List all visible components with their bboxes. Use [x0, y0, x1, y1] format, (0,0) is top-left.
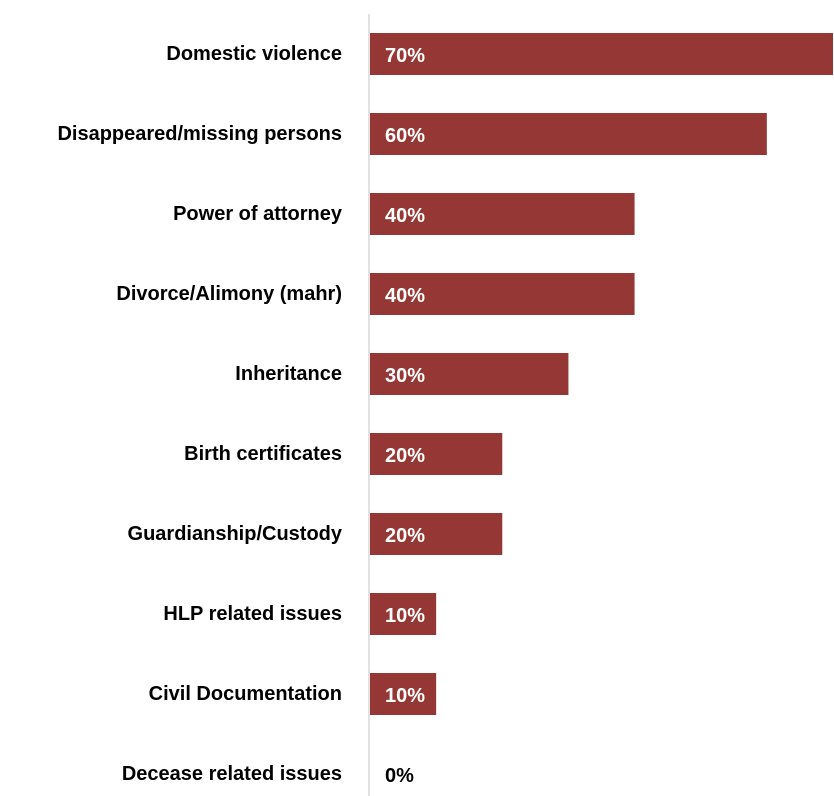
category-label: Birth certificates: [184, 443, 342, 465]
bar: [370, 33, 833, 75]
category-label: Disappeared/missing persons: [57, 123, 342, 145]
category-label: Inheritance: [235, 363, 342, 385]
category-label: Power of attorney: [173, 203, 343, 225]
category-label: Decease related issues: [122, 763, 342, 785]
value-label: 40%: [385, 205, 425, 227]
value-label: 40%: [385, 285, 425, 307]
value-label: 10%: [385, 605, 425, 627]
value-label: 30%: [385, 365, 425, 387]
value-label: 70%: [385, 45, 425, 67]
category-label: Guardianship/Custody: [128, 523, 343, 545]
value-label: 60%: [385, 125, 425, 147]
value-label: 0%: [385, 765, 414, 787]
category-label: Civil Documentation: [149, 683, 342, 705]
value-label: 20%: [385, 445, 425, 467]
value-label: 10%: [385, 685, 425, 707]
category-label: Domestic violence: [166, 43, 342, 65]
bars-layer: Domestic violence 70% Disappeared/missing …: [57, 33, 833, 787]
value-label: 20%: [385, 525, 425, 547]
category-label: Divorce/Alimony (mahr): [116, 283, 342, 305]
bar: [370, 113, 767, 155]
category-label: HLP related issues: [163, 603, 342, 625]
